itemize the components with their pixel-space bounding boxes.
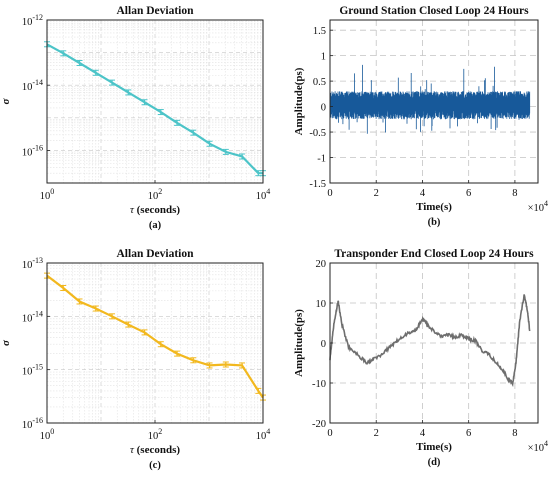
x-axis-label-c: τ (seconds)	[130, 444, 180, 456]
error-bar-a-10	[206, 140, 213, 147]
error-bar-c-2	[76, 298, 83, 305]
error-bar-a-5	[125, 89, 132, 96]
y-tick-label-b-4: 0.5	[313, 77, 326, 88]
error-bar-c-5	[125, 321, 132, 328]
error-bar-c-10	[206, 362, 213, 369]
chart-a: 100 102 104 10-16 10-14 10-12 Allan Deviation τ…	[0, 5, 270, 231]
y-tick-label-a-1: 10-14	[22, 78, 43, 93]
error-bar-a-7	[157, 109, 164, 116]
grid-c	[47, 263, 263, 423]
x-tick-label-b-4: 8	[512, 188, 517, 199]
y-tick-label-b-0: -1.5	[309, 179, 326, 190]
error-bar-c-1	[60, 284, 67, 291]
panel-label-d: (d)	[428, 457, 441, 468]
x-tick-label-d-1: 2	[374, 428, 379, 439]
panel-label-c: (c)	[149, 460, 161, 471]
panel-label-b: (b)	[428, 217, 441, 228]
y-axis-label-d: Amplitude(ps)	[293, 309, 305, 377]
y-axis-label-c: σ	[0, 339, 12, 346]
x-tick-label-a-2: 104	[256, 187, 271, 202]
error-bar-c-11	[222, 361, 229, 368]
grid-d	[330, 263, 538, 423]
x-axis-label-d: Time(s)	[416, 441, 452, 453]
series-d	[329, 294, 531, 388]
x-tick-label-b-3: 6	[466, 188, 471, 199]
error-bar-a-11	[222, 148, 229, 155]
error-bar-c-8	[174, 350, 181, 357]
series-c	[44, 272, 266, 401]
chart-title-b: Ground Station Closed Loop 24 Hours	[339, 5, 529, 17]
y-tick-label-b-1: -1	[317, 154, 326, 165]
panel-label-a: (a)	[149, 220, 162, 231]
x-tick-label-d-3: 6	[466, 428, 471, 439]
y-tick-label-c-0: 10-16	[22, 416, 43, 431]
error-bar-a-4	[109, 79, 116, 86]
y-tick-label-c-1: 10-15	[22, 363, 43, 378]
error-bar-c-3	[92, 305, 99, 312]
axes-frame-b	[329, 19, 539, 184]
x-axis-label-b: Time(s)	[416, 201, 452, 213]
grid-a	[47, 20, 263, 183]
y-tick-label-b-6: 1.5	[313, 26, 326, 37]
y-tick-label-d-1: -10	[312, 379, 326, 390]
y-tick-label-b-2: -0.5	[309, 128, 326, 139]
series-line-d	[329, 294, 531, 388]
chart-c: 100 102 104 10-16 10-15 10-14 10-13 Allan Devia…	[0, 248, 270, 471]
error-bar-a-12	[239, 153, 246, 160]
x-tick-label-a-1: 102	[148, 187, 163, 202]
chart-title-c: Allan Deviation	[117, 248, 195, 260]
y-tick-label-c-3: 10-13	[22, 256, 43, 271]
x-tick-label-c-1: 102	[148, 427, 163, 442]
error-bar-a-9	[190, 129, 197, 136]
x-tick-label-b-0: 0	[327, 188, 332, 199]
y-tick-label-d-0: -20	[312, 419, 326, 430]
chart-d: 0 2 4 6 8 -20 -10 0 10 20 ×104 Transponder End Clos…	[293, 248, 548, 468]
y-tick-label-c-2: 10-14	[22, 309, 43, 324]
x-multiplier-b: ×104	[528, 199, 548, 214]
error-bar-c-12	[239, 362, 246, 369]
error-bar-a-2	[76, 59, 83, 66]
x-tick-label-b-1: 2	[374, 188, 379, 199]
error-bar-c-6	[141, 329, 148, 336]
y-tick-label-b-3: 0	[321, 103, 326, 114]
y-tick-label-d-2: 0	[321, 339, 326, 350]
chart-title-a: Allan Deviation	[117, 5, 195, 17]
x-tick-label-d-4: 8	[512, 428, 517, 439]
x-multiplier-d: ×104	[528, 439, 548, 454]
error-bar-c-7	[157, 341, 164, 348]
x-tick-label-c-0: 100	[40, 427, 55, 442]
y-tick-label-d-4: 20	[316, 259, 327, 270]
x-tick-label-c-2: 104	[256, 427, 271, 442]
x-tick-label-d-0: 0	[327, 428, 332, 439]
x-axis-label-a: τ (seconds)	[130, 204, 180, 216]
x-tick-label-b-2: 4	[420, 188, 426, 199]
error-bar-c-13	[255, 387, 262, 394]
error-bar-c-9	[190, 357, 197, 364]
y-tick-label-a-2: 10-12	[22, 13, 43, 28]
x-tick-label-d-2: 4	[420, 428, 426, 439]
y-tick-label-a-0: 10-16	[22, 143, 43, 158]
error-bar-a-3	[92, 69, 99, 76]
y-axis-label-b: Amplitude(ps)	[293, 67, 305, 135]
x-tick-label-a-0: 100	[40, 187, 55, 202]
y-tick-label-b-5: 1	[321, 52, 326, 63]
error-bar-a-8	[174, 119, 181, 126]
y-axis-label-a: σ	[0, 97, 12, 104]
error-bar-a-1	[60, 50, 67, 57]
error-bar-c-4	[109, 313, 116, 320]
chart-b: 0 2 4 6 8 -1.5 -1 -0.5 0 0.5 1 1.5 ×104 Ground Statio…	[293, 5, 548, 228]
error-bar-a-6	[141, 99, 148, 106]
y-tick-label-d-3: 10	[316, 299, 327, 310]
chart-title-d: Transponder End Closed Loop 24 Hours	[334, 248, 534, 260]
